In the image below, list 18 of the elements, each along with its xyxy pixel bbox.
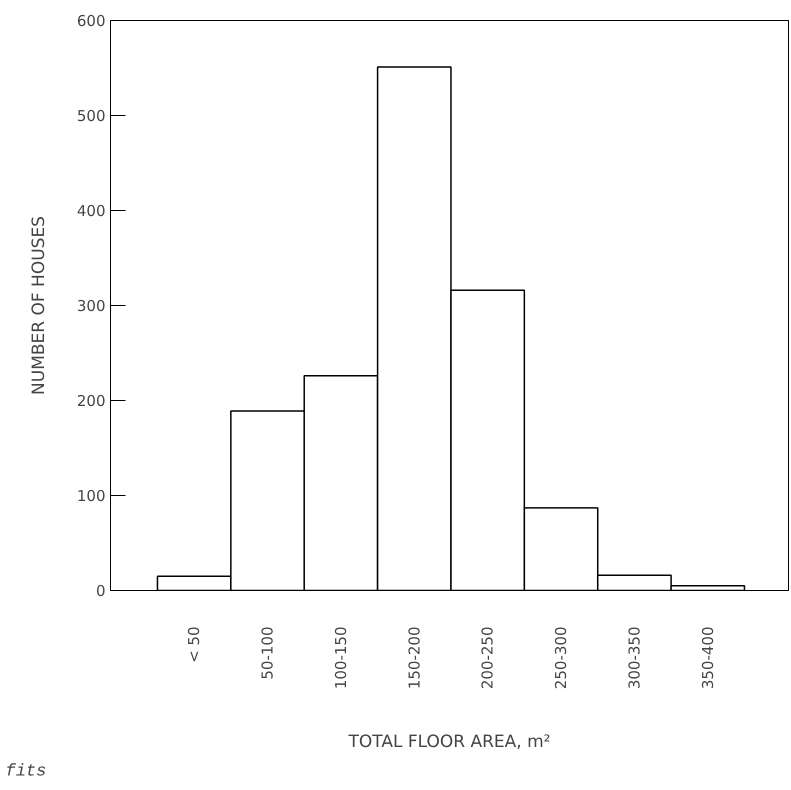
text: fits	[6, 762, 46, 782]
x-tick-label: 150-200	[405, 626, 424, 690]
x-tick-label: 50-100	[258, 626, 277, 680]
y-tick-label: 0	[96, 582, 106, 600]
y-tick-label: 400	[76, 202, 106, 220]
x-tick-label: < 50	[185, 626, 204, 663]
x-tick-label: 200-250	[478, 626, 497, 690]
y-tick-label: 600	[76, 12, 106, 30]
x-tick-label: 100-150	[332, 626, 350, 690]
y-tick-label: 100	[76, 487, 106, 505]
y-tick-label: 300	[76, 297, 106, 315]
y-tick-label: 200	[76, 392, 106, 410]
x-tick-label: 250-300	[552, 626, 570, 690]
y-tick-label: 500	[76, 107, 106, 125]
y-axis-title: NUMBER OF HOUSES	[28, 216, 49, 395]
x-tick-label: 350-400	[698, 626, 717, 690]
x-tick-label: 300-350	[625, 626, 644, 690]
x-axis-title: TOTAL FLOOR AREA, m²	[348, 732, 550, 752]
